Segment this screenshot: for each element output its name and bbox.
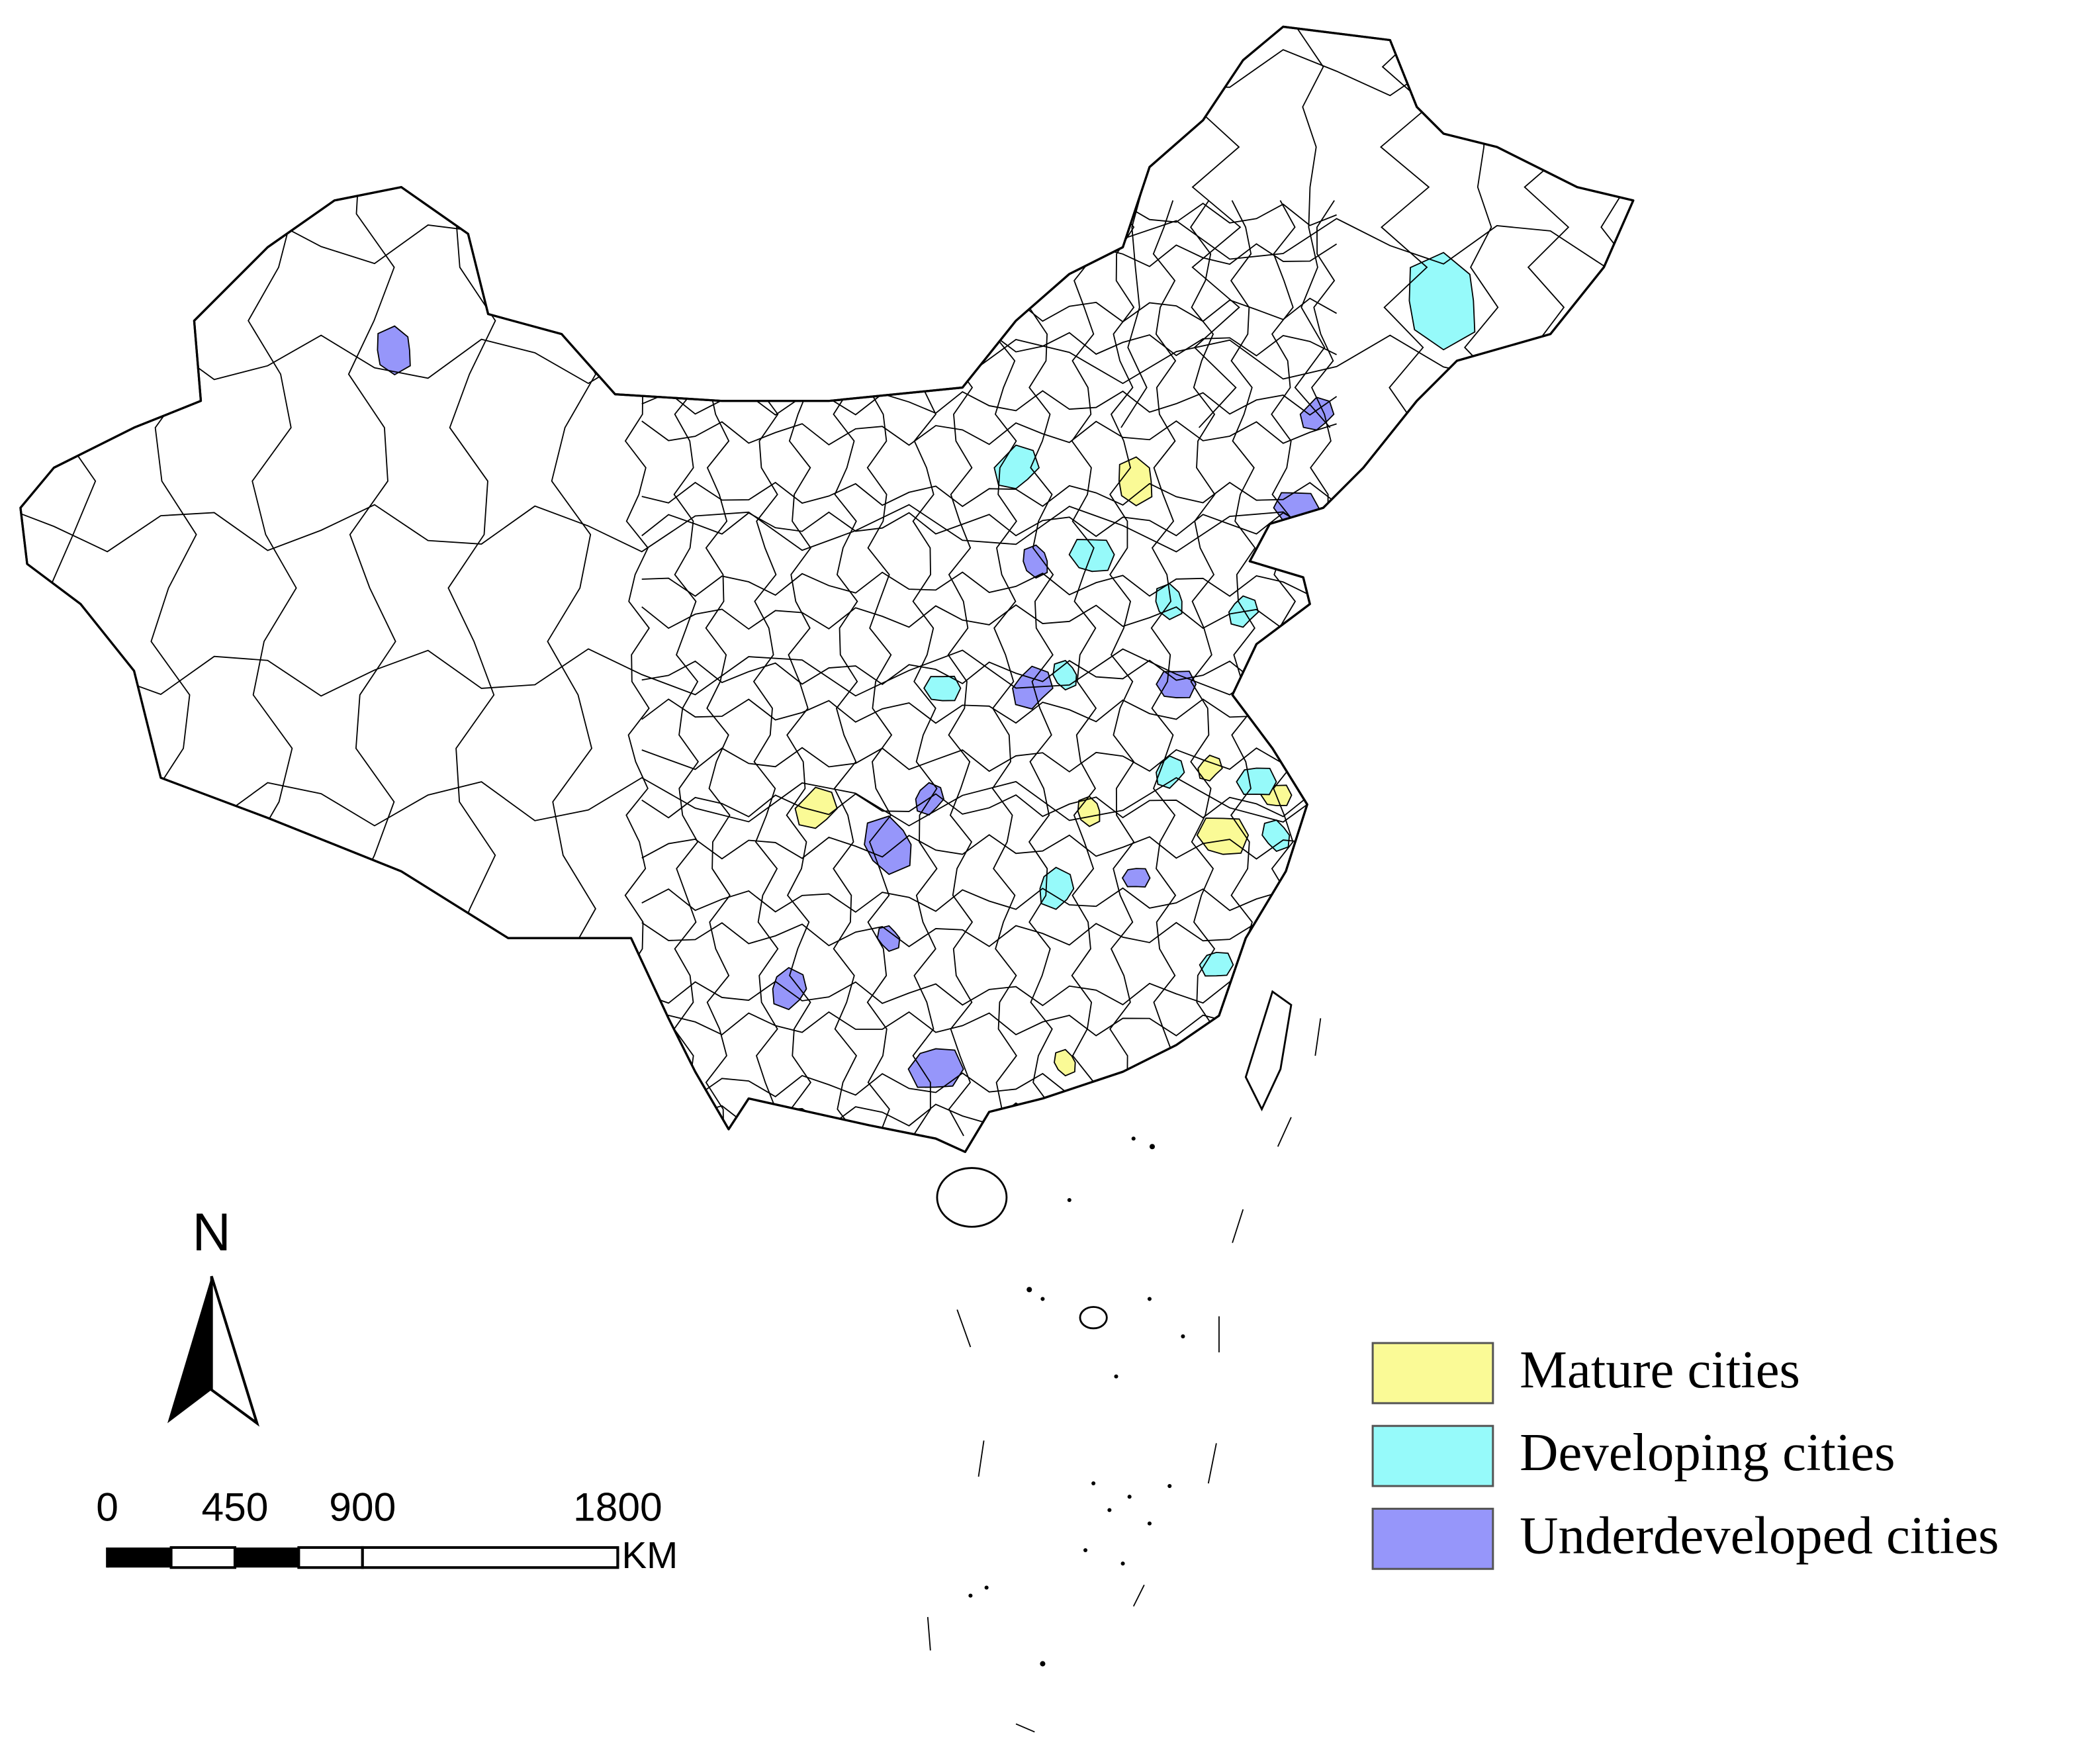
boundary [641,921,1337,948]
city-region [907,1048,964,1088]
scale-segment [361,1546,619,1569]
legend-label: Underdeveloped cities [1520,1506,1999,1565]
country-border [19,25,1635,1153]
boundary [641,659,1338,686]
boundary [991,200,1017,1137]
boundary [641,747,1338,773]
boundary-dashes [927,1018,1322,1733]
city-region [1197,755,1223,782]
boundary [641,980,1338,1007]
arrow-left [167,1276,212,1424]
boundary [641,481,1338,508]
legend-swatch [1371,1342,1494,1405]
city-region [1121,868,1151,888]
boundary [1109,200,1135,1137]
taiwan [1244,990,1293,1111]
city-region [1068,539,1115,573]
city-region [1039,866,1075,910]
boundary [347,160,396,963]
legend-label: Developing cities [1520,1423,1895,1482]
scale-label: 1800 [573,1484,662,1529]
arrow-right [210,1276,260,1427]
city-region [1155,582,1183,621]
legend: Mature cities Developing cities Underdevel… [1371,1340,1999,1570]
island [1079,1306,1108,1330]
small-islands [968,1137,1185,1667]
city-region [377,325,411,376]
city-region [993,444,1040,490]
scale-bar: 0 450 900 1800 KM [96,1484,678,1576]
boundary [641,604,1337,630]
boundary [641,887,1338,913]
boundary [641,698,1337,724]
scale-unit: KM [621,1534,678,1576]
scale-segment [297,1546,364,1569]
scale-segment [234,1547,299,1568]
hainan [936,1167,1008,1228]
legend-label: Mature cities [1520,1340,1800,1399]
boundary [641,420,1337,446]
legend-swatch [1371,1424,1494,1487]
city-region [1156,671,1197,698]
country-outline [19,25,1635,1153]
boundary [447,160,496,962]
boundary [641,793,1337,819]
city-region [923,675,962,702]
boundary [1028,200,1054,1137]
city-region [1408,252,1476,351]
scale-label: 0 [96,1484,118,1529]
scale-segment [169,1546,236,1569]
boundary [641,571,1338,597]
boundary [1150,200,1177,1137]
islands [927,990,1322,1733]
city-region [772,966,807,1011]
scale-label: 450 [201,1484,268,1529]
city-region [1261,819,1291,853]
scale-label: 900 [329,1484,396,1529]
city-region [1052,659,1077,691]
boundary [641,834,1338,860]
city-region [1236,767,1277,796]
north-label: N [192,1203,230,1262]
boundary [1294,26,1331,428]
city-region [1118,456,1153,507]
scale-segment [107,1547,171,1568]
city-region [794,786,838,829]
north-arrow: N [167,1203,260,1427]
legend-swatch [1371,1507,1494,1570]
city-region [1054,1048,1076,1077]
